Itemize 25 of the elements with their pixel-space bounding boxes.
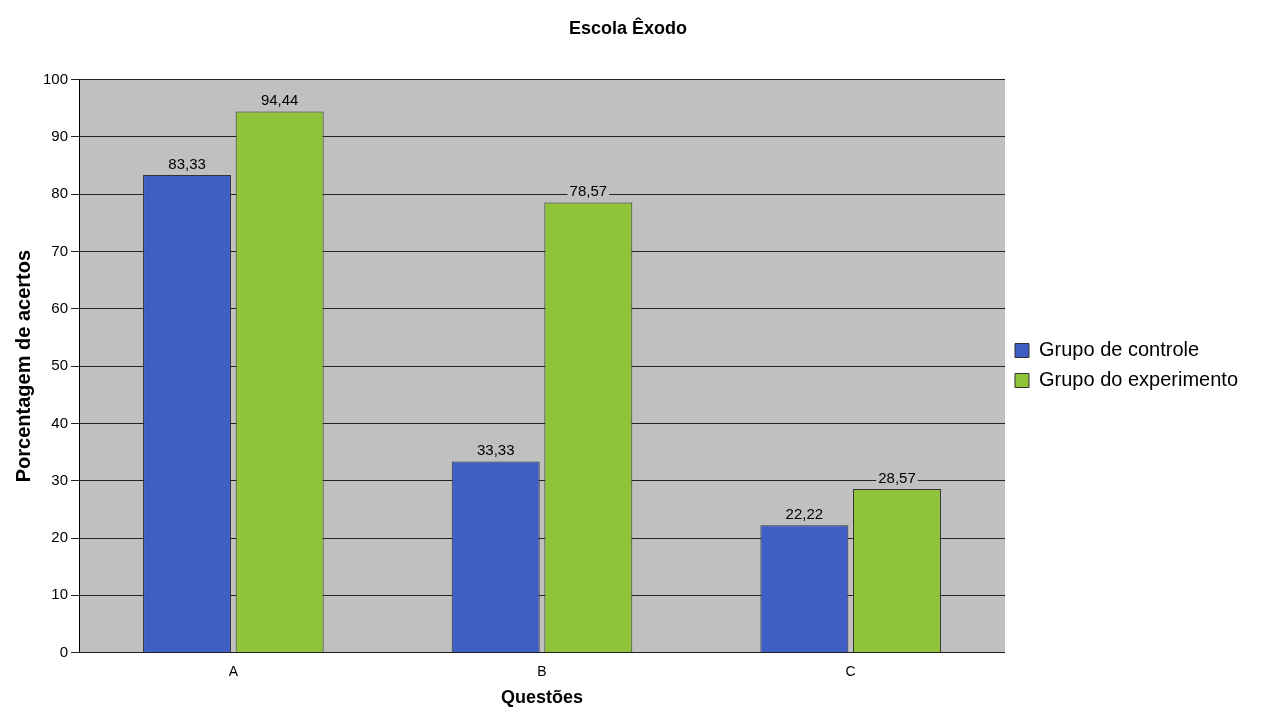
- y-tick-label: 100: [43, 69, 69, 87]
- data-label: 94,44: [260, 91, 299, 109]
- data-label: 78,57: [569, 182, 608, 200]
- x-tick-label: B: [537, 662, 547, 679]
- y-axis-title: Porcentagem de acertos: [11, 249, 34, 483]
- x-tick-label: C: [845, 662, 856, 679]
- y-tick-label: 90: [51, 127, 69, 145]
- data-label: 22,22: [785, 504, 824, 522]
- legend-label: Grupo do experimento: [1039, 368, 1239, 391]
- y-tick-label: 80: [51, 184, 69, 202]
- x-tick-label: A: [228, 662, 239, 679]
- y-tick-label: 60: [51, 298, 69, 316]
- y-tick-label: 30: [51, 470, 69, 488]
- data-label: 33,33: [476, 441, 515, 459]
- y-tick-label: 40: [51, 413, 69, 431]
- y-tick-label: 0: [59, 642, 69, 660]
- chart-title: Escola Êxodo: [568, 16, 688, 38]
- y-tick-label: 50: [51, 356, 69, 374]
- y-tick-label: 20: [51, 528, 69, 546]
- y-tick-label: 70: [51, 241, 69, 259]
- data-label: 83,33: [168, 154, 206, 172]
- y-tick-label: 10: [51, 585, 69, 603]
- legend-label: Grupo de controle: [1039, 338, 1200, 361]
- data-label: 28,57: [878, 468, 916, 486]
- x-axis-title: Questões: [501, 687, 584, 708]
